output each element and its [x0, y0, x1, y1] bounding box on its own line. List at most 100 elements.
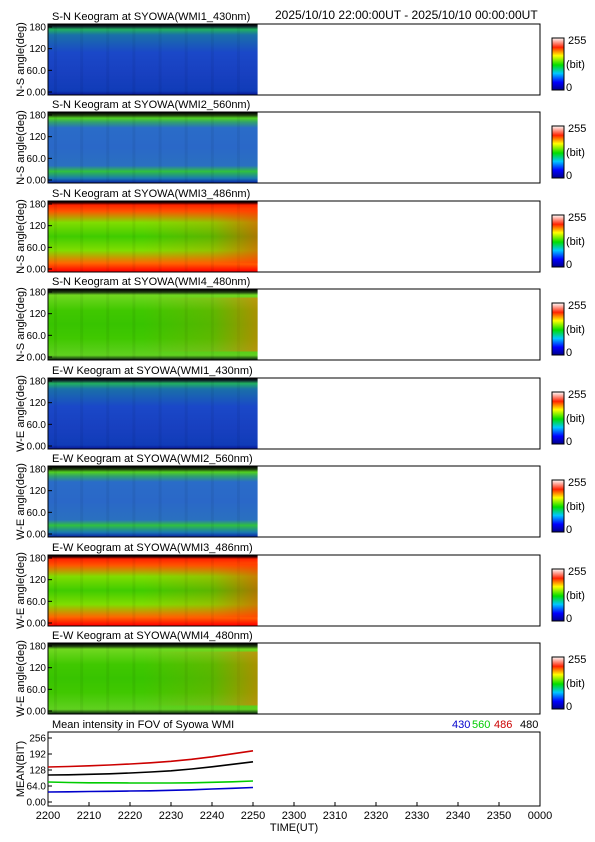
y-tick-label: 60.0 — [27, 243, 47, 254]
x-tick-label: 0000 — [528, 810, 552, 822]
colorbar-unit-label: (bit) — [566, 324, 585, 336]
keogram-texture — [210, 24, 214, 95]
keogram-panel: S-N Keogram at SYOWA(WMI4_480nm) N-S angl… — [15, 276, 586, 364]
keogram-texture — [132, 466, 136, 537]
colorbar-min-label: 0 — [566, 524, 572, 536]
keogram-panel: S-N Keogram at SYOWA(WMI1_430nm) N-S angl… — [15, 11, 586, 99]
colorbar-unit-label: (bit) — [566, 413, 585, 425]
mean-intensity-panel: Mean intensity in FOV of Syowa WMI 430 560… — [15, 719, 552, 834]
keogram-edge-glow — [142, 209, 258, 264]
x-tick-label: 2350 — [487, 810, 511, 822]
y-axis-label: W-E angle(deg) — [15, 552, 27, 629]
keogram-texture — [106, 112, 110, 183]
y-tick-label: 120 — [29, 575, 46, 586]
panel-title: S-N Keogram at SYOWA(WMI1_430nm) — [52, 11, 250, 23]
plot-frame — [47, 731, 541, 807]
keogram-texture — [54, 466, 57, 537]
keogram-texture — [184, 466, 188, 537]
keogram-texture — [80, 466, 84, 537]
panel-title: S-N Keogram at SYOWA(WMI2_560nm) — [52, 99, 250, 111]
series-line-560 — [47, 780, 254, 784]
keogram-image — [48, 112, 258, 183]
keogram-texture — [158, 112, 162, 183]
keogram-texture — [158, 466, 162, 537]
y-tick-label: 180 — [29, 23, 46, 34]
keogram-panel: S-N Keogram at SYOWA(WMI3_486nm) N-S angl… — [15, 188, 586, 276]
y-tick-label: 120 — [29, 663, 46, 674]
y-tick-label: 60.0 — [27, 420, 47, 431]
colorbar-unit-label: (bit) — [566, 236, 585, 248]
keogram-texture — [80, 643, 84, 714]
y-tick-label: 180 — [29, 288, 46, 299]
panel-title: E-W Keogram at SYOWA(WMI2_560nm) — [52, 453, 253, 465]
x-tick-label: 2330 — [405, 810, 429, 822]
panel-title: Mean intensity in FOV of Syowa WMI — [52, 719, 234, 731]
panel-title: S-N Keogram at SYOWA(WMI4_480nm) — [52, 276, 250, 288]
keogram-image — [48, 466, 258, 537]
colorbar-unit-label: (bit) — [566, 678, 585, 690]
keogram-texture — [236, 24, 240, 95]
colorbar-min-label: 0 — [566, 436, 572, 448]
y-tick-label: 180 — [29, 200, 46, 211]
keogram-texture — [132, 24, 136, 95]
keogram-panel: E-W Keogram at SYOWA(WMI1_430nm) W-E angl… — [15, 365, 586, 453]
y-tick-label: 0.00 — [27, 619, 47, 630]
legend-entry: 486 — [494, 719, 512, 731]
y-tick-label: 60.0 — [27, 597, 47, 608]
colorbar-max-label: 255 — [568, 654, 586, 666]
legend-entry: 480 — [520, 719, 538, 731]
keogram-texture — [158, 24, 162, 95]
y-tick-label: 120 — [29, 221, 46, 232]
y-tick-label: 180 — [29, 642, 46, 653]
colorbar-min-label: 0 — [566, 259, 572, 271]
keogram-panel: E-W Keogram at SYOWA(WMI2_560nm) W-E angl… — [15, 453, 586, 541]
keogram-texture — [132, 555, 136, 626]
y-axis-label: N-S angle(deg) — [15, 199, 27, 274]
colorbar-min-label: 0 — [566, 613, 572, 625]
keogram-texture — [106, 24, 110, 95]
series-line-486 — [47, 750, 254, 768]
y-axis-label: N-S angle(deg) — [15, 110, 27, 185]
x-tick-label: 2300 — [282, 810, 306, 822]
keogram-texture — [54, 289, 57, 360]
keogram-texture — [210, 466, 214, 537]
colorbar-max-label: 255 — [568, 300, 586, 312]
colorbar — [551, 214, 565, 268]
y-axis-label: W-E angle(deg) — [15, 463, 27, 540]
y-tick-label: 120 — [29, 132, 46, 143]
x-tick-label: 2230 — [159, 810, 183, 822]
keogram-texture — [236, 112, 240, 183]
x-tick-label: 2220 — [118, 810, 142, 822]
series-line-430 — [47, 786, 254, 793]
keogram-edge-glow — [142, 563, 258, 618]
y-tick-label: 180 — [29, 111, 46, 122]
keogram-panel: S-N Keogram at SYOWA(WMI2_560nm) N-S angl… — [15, 99, 586, 187]
x-tick-label: 2340 — [446, 810, 470, 822]
y-axis-label: N-S angle(deg) — [15, 287, 27, 362]
keogram-texture — [132, 112, 136, 183]
y-axis-label: W-E angle(deg) — [15, 640, 27, 717]
colorbar — [551, 125, 565, 179]
colorbar-max-label: 255 — [568, 123, 586, 135]
colorbar-min-label: 0 — [566, 701, 572, 713]
y-tick-label: 180 — [29, 554, 46, 565]
keogram-texture — [54, 112, 57, 183]
x-tick-label: 2320 — [364, 810, 388, 822]
legend-entry: 430 — [452, 719, 470, 731]
legend-entry: 560 — [472, 719, 490, 731]
panel-title: E-W Keogram at SYOWA(WMI3_486nm) — [52, 542, 253, 554]
colorbar-min-label: 0 — [566, 82, 572, 94]
colorbar-unit-label: (bit) — [566, 590, 585, 602]
y-tick-label: 120 — [29, 309, 46, 320]
y-tick-label: 120 — [29, 486, 46, 497]
colorbar-max-label: 255 — [568, 566, 586, 578]
keogram-texture — [80, 555, 84, 626]
keogram-texture — [54, 201, 57, 272]
keogram-texture — [132, 201, 136, 272]
keogram-texture — [80, 378, 84, 449]
y-tick-label: 0.00 — [27, 353, 47, 364]
y-tick-label: 0.00 — [27, 88, 47, 99]
colorbar — [551, 302, 565, 356]
x-tick-label: 2310 — [323, 810, 347, 822]
